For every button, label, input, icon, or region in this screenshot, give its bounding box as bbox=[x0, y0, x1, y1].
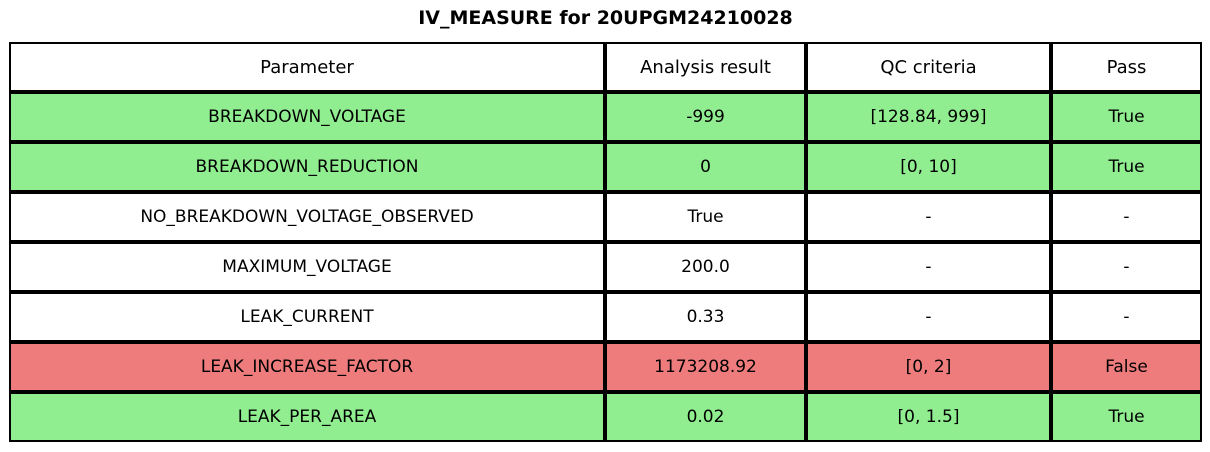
table-row: BREAKDOWN_REDUCTION 0 [0, 10] True bbox=[9, 142, 1202, 192]
cell-parameter: LEAK_INCREASE_FACTOR bbox=[9, 342, 605, 392]
column-header-pass: Pass bbox=[1051, 42, 1202, 92]
cell-pass: False bbox=[1051, 342, 1202, 392]
cell-pass: True bbox=[1051, 92, 1202, 142]
cell-parameter: BREAKDOWN_VOLTAGE bbox=[9, 92, 605, 142]
cell-analysis-result: 1173208.92 bbox=[605, 342, 806, 392]
cell-analysis-result: True bbox=[605, 192, 806, 242]
table-row: BREAKDOWN_VOLTAGE -999 [128.84, 999] True bbox=[9, 92, 1202, 142]
table-row: MAXIMUM_VOLTAGE 200.0- - bbox=[9, 242, 1202, 292]
cell-qc-criteria: - bbox=[806, 242, 1051, 292]
cell-pass: - bbox=[1051, 292, 1202, 342]
header-row: Parameter Analysis result QC criteria Pa… bbox=[9, 42, 1202, 92]
cell-analysis-result: 0.33 bbox=[605, 292, 806, 342]
table-row: LEAK_CURRENT 0.33- - bbox=[9, 292, 1202, 342]
cell-pass: True bbox=[1051, 142, 1202, 192]
cell-qc-criteria: - bbox=[806, 292, 1051, 342]
cell-parameter: LEAK_PER_AREA bbox=[9, 392, 605, 442]
cell-parameter: BREAKDOWN_REDUCTION bbox=[9, 142, 605, 192]
cell-qc-criteria: [0, 10] bbox=[806, 142, 1051, 192]
column-header-parameter: Parameter bbox=[9, 42, 605, 92]
figure-title: IV_MEASURE for 20UPGM24210028 bbox=[418, 7, 793, 29]
cell-pass: - bbox=[1051, 192, 1202, 242]
cell-qc-criteria: [0, 2] bbox=[806, 342, 1051, 392]
cell-pass: - bbox=[1051, 242, 1202, 292]
cell-qc-criteria: [128.84, 999] bbox=[806, 92, 1051, 142]
table-body: BREAKDOWN_VOLTAGE -999 [128.84, 999] True BR… bbox=[9, 92, 1202, 442]
cell-pass: True bbox=[1051, 392, 1202, 442]
cell-analysis-result: 0 bbox=[605, 142, 806, 192]
table-row: LEAK_INCREASE_FACTOR 1173208.92 [0, 2] Fals… bbox=[9, 342, 1202, 392]
cell-analysis-result: 0.02 bbox=[605, 392, 806, 442]
column-header-qc-criteria: QC criteria bbox=[806, 42, 1051, 92]
cell-qc-criteria: [0, 1.5] bbox=[806, 392, 1051, 442]
cell-analysis-result: -999 bbox=[605, 92, 806, 142]
cell-parameter: MAXIMUM_VOLTAGE bbox=[9, 242, 605, 292]
cell-analysis-result: 200.0 bbox=[605, 242, 806, 292]
table-row: LEAK_PER_AREA 0.02 [0, 1.5] True bbox=[9, 392, 1202, 442]
table-header: Parameter Analysis result QC criteria Pa… bbox=[9, 42, 1202, 92]
cell-parameter: NO_BREAKDOWN_VOLTAGE_OBSERVED bbox=[9, 192, 605, 242]
cell-qc-criteria: - bbox=[806, 192, 1051, 242]
qc-results-table: Parameter Analysis result QC criteria Pa… bbox=[9, 42, 1202, 442]
table-row: NO_BREAKDOWN_VOLTAGE_OBSERVED True - - bbox=[9, 192, 1202, 242]
cell-parameter: LEAK_CURRENT bbox=[9, 292, 605, 342]
column-header-analysis-result: Analysis result bbox=[605, 42, 806, 92]
